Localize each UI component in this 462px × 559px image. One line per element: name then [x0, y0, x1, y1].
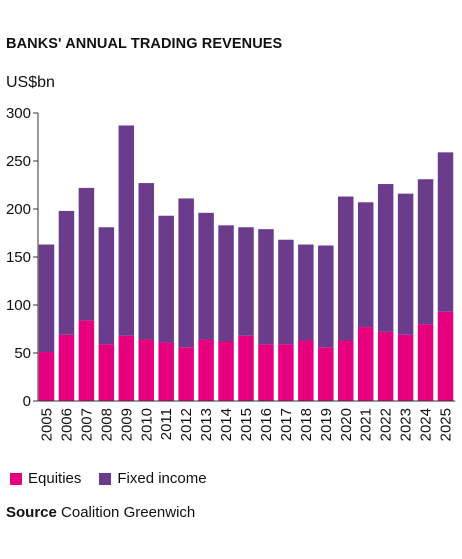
bar-equities-2008 [98, 344, 115, 401]
bar-fixed-income-2018 [298, 244, 314, 341]
legend-label-fixed-income: Fixed income [117, 470, 207, 487]
y-axis-label: US$bn [6, 74, 55, 91]
x-tick-label: 2012 [178, 408, 195, 441]
legend-swatch-fixed-income [99, 472, 112, 485]
bar-equities-2018 [298, 340, 314, 401]
bar-fixed-income-2013 [198, 212, 214, 340]
x-tick-label: 2007 [78, 408, 95, 441]
bar-equities-2023 [397, 334, 414, 401]
y-tick-label: 0 [23, 393, 31, 410]
bar-equities-2010 [138, 339, 154, 401]
bar-equities-2011 [158, 342, 174, 401]
bar-equities-2025 [437, 311, 454, 401]
bar-equities-2006 [58, 334, 75, 401]
bar-equities-2021 [357, 327, 374, 401]
x-tick-label: 2015 [238, 408, 255, 441]
x-tick-label: 2005 [39, 408, 56, 441]
bar-fixed-income-2016 [258, 229, 274, 345]
bar-equities-2015 [238, 335, 254, 401]
x-tick-label: 2017 [278, 408, 295, 441]
bar-equities-2019 [318, 347, 334, 401]
source-text: Coalition Greenwich [61, 504, 196, 521]
x-tick-label: 2006 [58, 408, 75, 441]
bar-equities-2022 [377, 331, 394, 401]
bar-equities-2017 [278, 344, 294, 401]
bar-fixed-income-2020 [338, 196, 354, 341]
bar-equities-2024 [417, 324, 434, 401]
x-tick-label: 2009 [118, 408, 135, 441]
x-tick-label: 2021 [358, 408, 375, 441]
legend: Equities Fixed income [10, 470, 225, 487]
source-label: Source [6, 504, 57, 521]
bar-equities-2009 [118, 335, 135, 401]
x-tick-label: 2025 [438, 408, 455, 441]
bar-fixed-income-2014 [218, 225, 234, 342]
bar-fixed-income-2017 [278, 239, 294, 345]
x-tick-label: 2016 [258, 408, 275, 441]
x-tick-label: 2024 [418, 408, 435, 441]
bar-fixed-income-2009 [118, 125, 135, 336]
x-tick-label: 2023 [398, 408, 415, 441]
y-tick-label: 50 [14, 345, 31, 362]
y-tick-label: 300 [6, 105, 31, 122]
y-tick-label: 200 [6, 201, 31, 218]
bar-fixed-income-2021 [357, 202, 374, 328]
bar-fixed-income-2012 [178, 198, 194, 348]
bar-equities-2020 [338, 340, 354, 401]
y-tick-label: 250 [6, 153, 31, 170]
source-note: Source Coalition Greenwich [6, 504, 195, 521]
x-tick-label: 2014 [218, 408, 235, 441]
bar-equities-2007 [78, 320, 95, 401]
bar-equities-2016 [258, 344, 274, 401]
bar-fixed-income-2008 [98, 227, 115, 345]
bar-fixed-income-2010 [138, 183, 154, 340]
bar-equities-2013 [198, 339, 214, 401]
bar-fixed-income-2025 [437, 152, 454, 312]
x-tick-label: 2013 [198, 408, 215, 441]
bar-equities-2014 [218, 341, 234, 401]
legend-swatch-equities [10, 472, 22, 485]
x-tick-label: 2011 [158, 408, 175, 440]
bar-fixed-income-2022 [377, 184, 394, 332]
bar-fixed-income-2024 [417, 179, 434, 325]
bar-fixed-income-2007 [78, 187, 95, 321]
x-tick-label: 2020 [338, 408, 355, 441]
bar-equities-2012 [178, 347, 194, 401]
bar-fixed-income-2006 [58, 210, 75, 335]
bar-fixed-income-2023 [397, 193, 414, 335]
y-tick-label: 150 [6, 249, 31, 266]
bar-fixed-income-2019 [318, 245, 334, 348]
bar-fixed-income-2005 [38, 244, 55, 353]
x-tick-label: 2010 [138, 408, 155, 441]
legend-item-equities: Equities [10, 470, 81, 487]
legend-item-fixed-income: Fixed income [99, 470, 207, 487]
bar-equities-2005 [38, 352, 55, 401]
legend-label-equities: Equities [28, 470, 82, 487]
y-tick-label: 100 [6, 297, 31, 314]
x-tick-label: 2018 [298, 408, 315, 441]
bar-fixed-income-2011 [158, 215, 174, 343]
x-tick-label: 2019 [318, 408, 335, 441]
x-tick-label: 2008 [98, 408, 115, 441]
x-tick-label: 2022 [378, 408, 395, 441]
chart-title: BANKS' ANNUAL TRADING REVENUES [6, 36, 283, 52]
bar-fixed-income-2015 [238, 227, 254, 336]
